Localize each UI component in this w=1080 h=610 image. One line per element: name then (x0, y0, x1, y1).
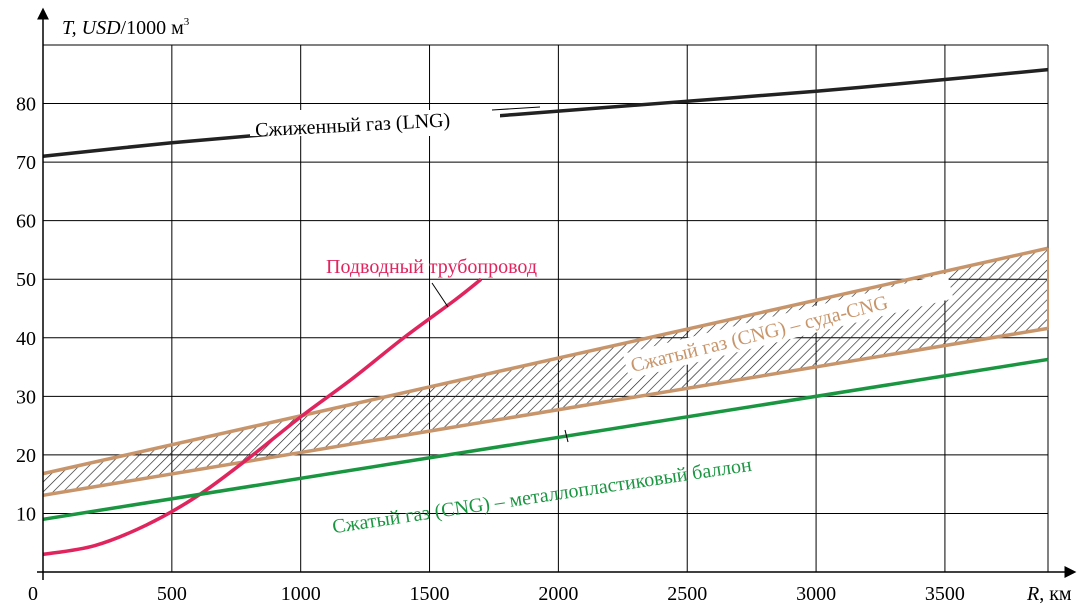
series-line-pipeline (42, 277, 483, 557)
label-cng-balloon-text: Сжатый газ (CNG) – металлопластиковый ба… (331, 454, 753, 538)
x-tick-label: 3500 (925, 583, 965, 605)
label-lng-leader (491, 106, 541, 111)
band-lower-line (42, 326, 1049, 498)
label-cng-balloon-leader (564, 429, 569, 443)
origin-label: 0 (28, 583, 38, 605)
ticks: 500 1000 1500 2000 2500 3000 3500 10 20 30 40 50 60 7… (16, 94, 965, 605)
y-axis-title-superscript: 3 (184, 16, 190, 28)
y-tick-label: 60 (16, 211, 36, 233)
x-axis-title-suffix: , км (1039, 583, 1072, 605)
band-layer (42, 246, 1049, 498)
label-cng-balloon: Сжатый газ (CNG) – металлопластиковый ба… (331, 429, 753, 538)
x-axis-title-italic: R (1026, 583, 1039, 605)
label-pipeline-leader (431, 282, 449, 308)
band-upper-line (42, 246, 1049, 476)
y-axis-title-suffix: /1000 м (121, 17, 185, 39)
y-axis-title: T, USD/1000 м3 (62, 16, 190, 39)
x-tick-label: 1500 (410, 583, 450, 605)
y-tick-label: 80 (16, 94, 36, 116)
x-tick-label: 1000 (281, 583, 321, 605)
series-line-cng-balloon (42, 357, 1049, 522)
x-tick-label: 2000 (538, 583, 578, 605)
label-pipeline: Подводный трубопровод (326, 256, 537, 308)
label-pipeline-text: Подводный трубопровод (326, 256, 537, 278)
series-layer (42, 67, 1049, 557)
y-tick-label: 50 (16, 269, 36, 291)
x-tick-label: 3000 (796, 583, 836, 605)
y-axis-title-italic: USD (82, 17, 121, 39)
y-tick-label: 10 (16, 503, 36, 525)
band-area (43, 248, 1048, 496)
label-lng: Сжиженный газ (LNG) (250, 106, 541, 142)
x-tick-label: 2500 (667, 583, 707, 605)
series-line-lng (42, 67, 1049, 158)
y-tick-label: 30 (16, 386, 36, 408)
x-tick-label: 500 (157, 583, 187, 605)
y-tick-label: 40 (16, 328, 36, 350)
x-axis-title: R, км (1026, 583, 1072, 605)
y-tick-label: 20 (16, 445, 36, 467)
y-axis-title-prefix: T, (62, 17, 82, 39)
y-tick-label: 70 (16, 152, 36, 174)
